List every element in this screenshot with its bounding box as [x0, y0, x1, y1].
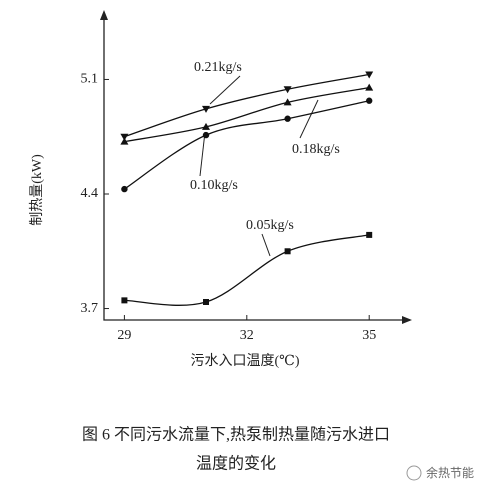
series-label: 0.05kg/s: [246, 218, 294, 233]
y-tick-label: 4.4: [81, 186, 99, 201]
point: [202, 105, 210, 113]
point: [365, 71, 374, 79]
caption: 图 6 不同污水流量下,热泵制热量随污水进口: [82, 426, 390, 444]
point: [120, 133, 129, 141]
series-label: 0.18kg/s: [292, 142, 340, 157]
y-axis-label: 制热量(kW): [29, 154, 45, 226]
watermark-icon: [406, 465, 422, 481]
x-tick-label: 35: [362, 328, 376, 343]
caption: 温度的变化: [196, 455, 276, 473]
point: [202, 131, 210, 139]
watermark: 余热节能: [426, 465, 474, 480]
y-tick-label: 3.7: [81, 301, 99, 316]
series-line: [124, 100, 370, 190]
series-label: 0.10kg/s: [190, 178, 238, 193]
series-label: 0.21kg/s: [194, 60, 242, 75]
point: [283, 98, 292, 106]
point: [120, 137, 129, 145]
series-line: [124, 234, 370, 306]
point: [366, 231, 373, 238]
point: [284, 115, 291, 122]
point: [284, 248, 291, 255]
series-line: [124, 86, 370, 143]
x-axis-label: 污水入口温度(℃): [191, 353, 300, 369]
axes: [103, 14, 410, 321]
x-tick-label: 32: [240, 328, 254, 343]
point: [283, 86, 292, 94]
point: [365, 83, 374, 91]
point: [121, 297, 128, 304]
leaders: [199, 75, 319, 257]
axis-arrows: [100, 10, 412, 324]
x-tick-label: 29: [117, 328, 131, 343]
point: [202, 122, 210, 130]
point: [121, 185, 128, 193]
point: [203, 299, 209, 305]
series-line: [124, 73, 370, 138]
point: [366, 97, 373, 104]
y-tick-label: 5.1: [81, 72, 99, 87]
